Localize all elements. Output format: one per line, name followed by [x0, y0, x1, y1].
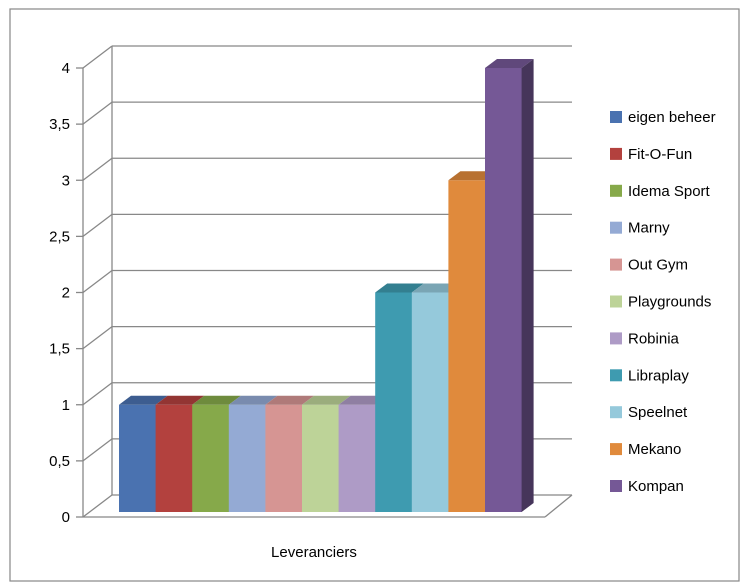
side-wall-gridline [82, 269, 113, 294]
legend-item: Fit-O-Fun [610, 146, 692, 163]
y-tick-label: 1,5 [49, 341, 70, 358]
legend-item: Speelnet [610, 404, 688, 421]
bar-front [228, 404, 266, 512]
bar-front [448, 180, 486, 512]
legend-item: Out Gym [610, 257, 688, 274]
bar [485, 59, 534, 512]
legend-label: Fit-O-Fun [628, 146, 692, 163]
legend-item: eigen beheer [610, 109, 716, 126]
bar-front [302, 404, 339, 512]
legend-label: Libraplay [628, 367, 689, 384]
bar [375, 283, 424, 512]
legend-item: Idema Sport [610, 183, 711, 200]
bar [228, 395, 278, 512]
side-wall-gridline [82, 45, 113, 69]
legend-item: Marny [610, 220, 670, 237]
side-wall-gridline [82, 157, 113, 181]
bar-front [375, 292, 413, 512]
legend-item: Playgrounds [610, 294, 711, 311]
bars [119, 59, 534, 512]
y-tick-label: 0,5 [49, 453, 70, 470]
side-wall-gridline [82, 438, 113, 462]
bar-top [411, 283, 461, 293]
legend-label: Idema Sport [628, 183, 711, 200]
bar-top [228, 395, 278, 405]
side-wall-gridline [82, 101, 113, 125]
y-tick-label: 3 [62, 172, 70, 189]
y-tick-label: 0 [62, 509, 70, 526]
side-wall-gridline [82, 494, 113, 518]
legend-swatch [610, 147, 622, 160]
bar-front [485, 68, 522, 512]
legend-swatch [610, 258, 622, 271]
legend-item: Mekano [610, 441, 681, 458]
bar [155, 395, 205, 512]
y-tick-label: 1 [62, 397, 70, 414]
legend-item: Kompan [610, 478, 684, 495]
bar [265, 395, 314, 512]
floor-right-edge [544, 494, 573, 518]
bar-top [155, 395, 205, 405]
legend-label: eigen beheer [628, 109, 716, 126]
bar [192, 395, 241, 512]
bar [411, 283, 461, 512]
legend-label: Out Gym [628, 257, 688, 274]
legend: eigen beheer Fit-O-Fun Idema Sport Marny Out… [610, 109, 716, 495]
bar-front [192, 404, 230, 512]
legend-item: Libraplay [610, 367, 689, 384]
x-axis-title: Leveranciers [271, 544, 357, 561]
bar-top [448, 171, 497, 181]
legend-swatch [610, 332, 622, 345]
bar-top [192, 395, 241, 405]
legend-swatch [610, 369, 622, 382]
y-tick-label: 3,5 [49, 116, 70, 133]
bar-front [155, 404, 193, 512]
bar [448, 171, 497, 512]
legend-label: Speelnet [628, 404, 688, 421]
y-axis-ticks: 0 0,5 1 1,5 2 2,5 3 3,5 4 [49, 60, 70, 526]
legend-label: Marny [628, 220, 670, 237]
bar-front [119, 404, 156, 512]
side-wall-gridline [82, 213, 113, 237]
legend-swatch [610, 480, 622, 492]
y-tick-label: 2 [62, 285, 70, 302]
legend-label: Playgrounds [628, 294, 711, 311]
legend-swatch [610, 406, 622, 419]
bar-side [521, 59, 534, 512]
bar-top [375, 283, 424, 293]
bar [302, 395, 351, 512]
legend-label: Mekano [628, 441, 681, 458]
legend-item: Robinia [610, 330, 680, 347]
side-wall-gridline [82, 382, 113, 406]
bar [338, 395, 388, 512]
bar-top [338, 395, 388, 405]
bar-top [265, 395, 314, 405]
y-tick-label: 4 [62, 60, 70, 77]
legend-swatch [610, 443, 622, 456]
bar-top [485, 59, 534, 68]
legend-swatch [610, 295, 622, 308]
bar-top [302, 395, 351, 405]
legend-label: Kompan [628, 478, 684, 495]
bar-front [411, 292, 449, 512]
bar-front [265, 404, 303, 512]
bar [119, 395, 168, 512]
side-wall-gridline [82, 326, 113, 350]
legend-swatch [610, 111, 622, 123]
legend-swatch [610, 184, 622, 197]
legend-label: Robinia [628, 330, 680, 347]
bar-front [338, 404, 376, 512]
legend-swatch [610, 221, 622, 234]
y-tick-label: 2,5 [49, 228, 70, 245]
bar-top [119, 395, 168, 405]
